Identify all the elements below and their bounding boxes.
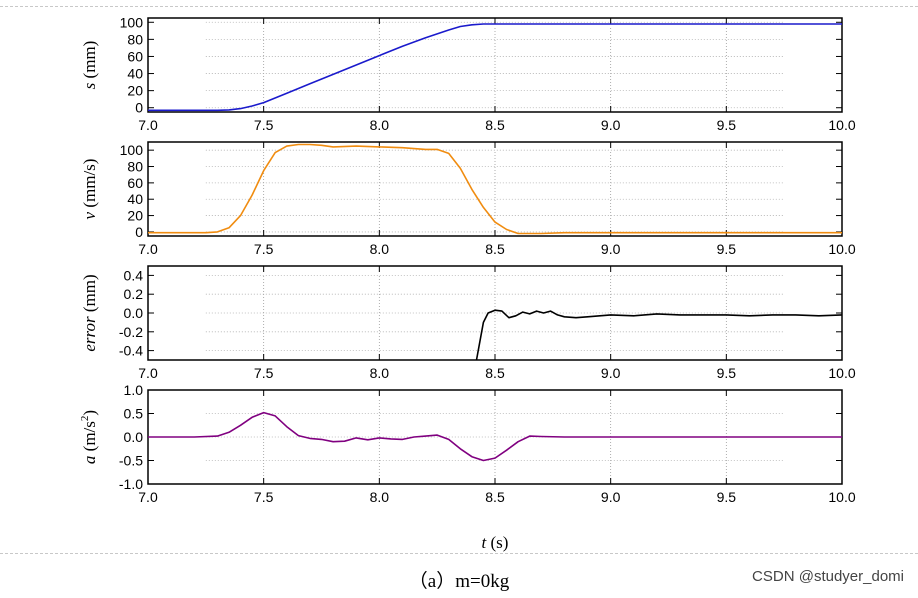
panel-2-ylabel: v (mm/s): [80, 159, 99, 220]
panel-4-xlabel: t (s): [482, 533, 509, 552]
ylabel-unit: (m/s: [80, 421, 99, 455]
panel-2-xtick-label: 8.0: [370, 241, 390, 257]
panel-2-ytick-label: 40: [127, 191, 143, 207]
panel-3-ytick-label: -0.4: [119, 343, 143, 359]
panel-1-xtick-label: 8.5: [485, 117, 505, 133]
panel-3-series-line: [475, 309, 843, 361]
panel-2-xtick-label: 10.0: [828, 241, 855, 257]
panel-2-xtick-label: 7.5: [254, 241, 274, 257]
panel-1-ylabel: s (mm): [80, 41, 99, 90]
panel-1-ytick-label: 80: [127, 31, 143, 47]
panel-3-ytick-label: 0.2: [124, 286, 144, 302]
panel-3-xtick-label: 8.0: [370, 365, 390, 381]
panel-4-ylabel: a (m/s2): [79, 410, 99, 464]
ylabel-symbol: s: [80, 82, 99, 89]
panel-1-xtick-label: 8.0: [370, 117, 390, 133]
panel-4-ytick-label: 0.0: [124, 429, 144, 445]
panel-4-series-line: [148, 411, 842, 462]
panel-3-xtick-label: 10.0: [828, 365, 855, 381]
panel-2-xtick-label: 7.0: [138, 241, 158, 257]
panel-1-xtick-label: 7.0: [138, 117, 158, 133]
panel-4-xtick-label: 8.0: [370, 489, 390, 505]
panel-3-ytick-label: -0.2: [119, 324, 143, 340]
panel-1-xtick-label: 9.5: [717, 117, 737, 133]
panel-3-ytick-label: 0.4: [124, 267, 144, 283]
panel-1-ytick-label: 40: [127, 66, 143, 82]
panel-2-xtick-label: 8.5: [485, 241, 505, 257]
panel-3-xtick-label: 7.0: [138, 365, 158, 381]
panel-1-ytick-label: 60: [127, 48, 143, 64]
panel-3-xtick-label: 9.5: [717, 365, 737, 381]
ylabel-symbol: error: [80, 316, 99, 352]
panel-1-xtick-label: 7.5: [254, 117, 274, 133]
panel-1-xtick-label: 9.0: [601, 117, 621, 133]
xlabel-symbol: t: [482, 533, 488, 552]
panel-1-ytick-label: 20: [127, 83, 143, 99]
panel-3-xtick-label: 8.5: [485, 365, 505, 381]
ylabel-unit: (mm): [80, 274, 99, 316]
panel-2-ytick-label: 80: [127, 159, 143, 175]
panel-4-ytick-label: -0.5: [119, 453, 143, 469]
ylabel-superscript: 2: [79, 416, 91, 422]
panel-4-xtick-label: 9.0: [601, 489, 621, 505]
ylabel-unit: (mm/s): [80, 159, 99, 212]
ylabel-unit: (mm): [80, 41, 99, 83]
xlabel-unit: (s): [486, 533, 508, 552]
panel-4-ytick-label: 1.0: [124, 382, 144, 398]
panel-2-ytick-label: 20: [127, 208, 143, 224]
panel-4-xtick-label: 7.5: [254, 489, 274, 505]
figure-caption: （a）m=0kg: [408, 571, 510, 592]
panel-2-ytick-label: 100: [120, 142, 144, 158]
panel-4-xtick-label: 7.0: [138, 489, 158, 505]
panel-4-xtick-label: 8.5: [485, 489, 505, 505]
ylabel-symbol: a: [80, 456, 99, 465]
panel-4-xtick-label: 10.0: [828, 489, 855, 505]
panel-3-ytick-label: 0.0: [124, 305, 144, 321]
panel-2-xtick-label: 9.0: [601, 241, 621, 257]
panel-3-xtick-label: 7.5: [254, 365, 274, 381]
panel-2-ytick-label: 0: [135, 224, 143, 240]
panel-2-xtick-label: 9.5: [717, 241, 737, 257]
panel-4-xtick-label: 9.5: [717, 489, 737, 505]
ylabel-tail: ): [80, 410, 99, 416]
top-divider: [0, 6, 918, 7]
bottom-divider: [0, 553, 918, 554]
panel-3-xtick-label: 9.0: [601, 365, 621, 381]
ylabel-symbol: v: [80, 211, 99, 219]
watermark: CSDN @studyer_domi: [752, 568, 904, 585]
panel-1-ytick-label: 100: [120, 14, 144, 30]
panel-4-ytick-label: -1.0: [119, 476, 143, 492]
panel-1-xtick-label: 10.0: [828, 117, 855, 133]
panel-3-ylabel: error (mm): [80, 274, 99, 351]
panel-1-ytick-label: 0: [135, 100, 143, 116]
panel-4-ytick-label: 0.5: [124, 406, 144, 422]
panel-2-ytick-label: 60: [127, 175, 143, 191]
panel-1-series-line: [148, 23, 842, 112]
panel-2-series-line: [148, 143, 842, 235]
